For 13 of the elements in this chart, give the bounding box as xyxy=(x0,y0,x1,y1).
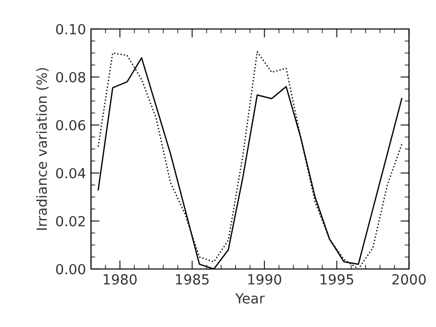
y-axis-title: Irradiance variation (%) xyxy=(36,68,49,230)
x-tick-label: 1990 xyxy=(248,274,282,285)
y-tick-label: 0.10 xyxy=(56,24,86,34)
y-tick-label: 0.04 xyxy=(56,168,86,178)
x-axis-title: Year xyxy=(235,293,265,304)
x-tick-label: 1980 xyxy=(104,274,137,285)
y-tick-label: 0.06 xyxy=(56,120,86,130)
x-tick-label: 1995 xyxy=(320,274,354,285)
x-tick-label: 2000 xyxy=(392,274,426,285)
y-tick-label: 0.00 xyxy=(56,264,86,274)
y-tick-label: 0.08 xyxy=(56,72,86,82)
y-tick-label: 0.02 xyxy=(56,216,85,226)
x-tick-label: 1985 xyxy=(176,274,209,285)
